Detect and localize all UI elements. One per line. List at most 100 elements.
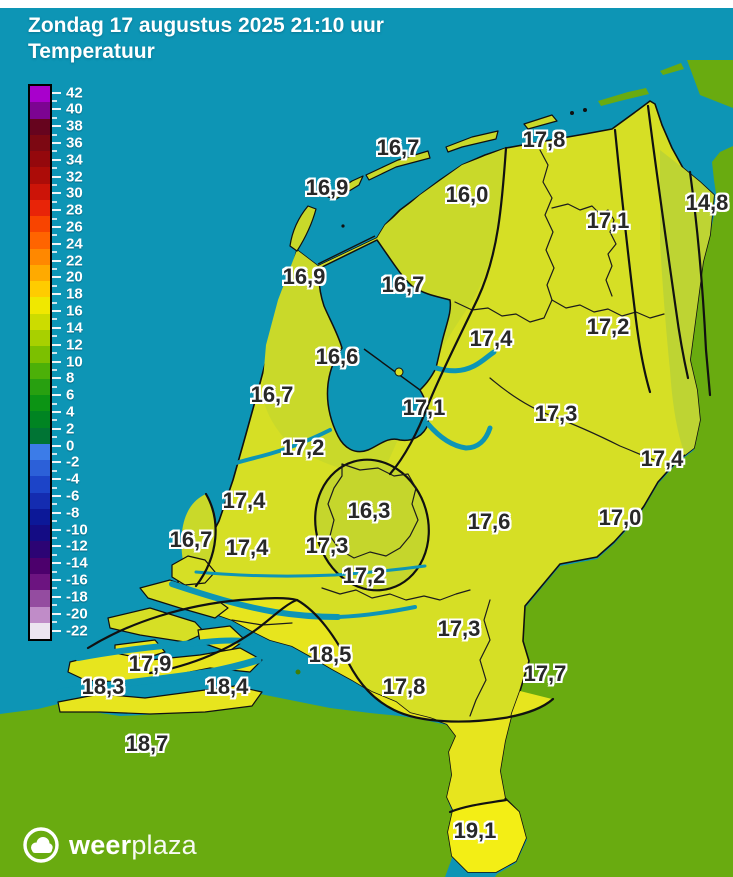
temp-label: 16,6 (315, 344, 359, 369)
temp-label: 17,8 (522, 127, 566, 152)
legend-tick (52, 284, 57, 287)
river-lek (194, 564, 427, 578)
afsluitdijk (317, 235, 376, 265)
border-overijssel-gelderland (489, 377, 661, 463)
island-vlieland (327, 175, 364, 200)
islet-pampus (394, 367, 404, 377)
temp-label: 17,3 (437, 616, 481, 641)
legend-tick (52, 226, 61, 228)
legend-tick (52, 469, 57, 472)
legend-tick (52, 276, 61, 279)
islet-dot (570, 111, 574, 115)
colorbar-block (30, 395, 50, 412)
border-friesland-south (454, 299, 553, 323)
colorbar-block (30, 573, 50, 591)
legend-tick (52, 183, 57, 186)
houtribdijk (363, 348, 421, 391)
title-datetime: Zondag 17 augustus 2025 21:10 uur (28, 14, 384, 37)
isotherm-18-south (86, 597, 555, 723)
temp-label: 17,0 (598, 505, 642, 530)
temp-label: 17,2 (281, 435, 325, 460)
temp-label: 16,3 (347, 498, 391, 523)
border-drenthe-overijssel (551, 299, 665, 319)
colorbar-block (30, 492, 50, 509)
legend-tick (52, 259, 61, 262)
cloud-icon (23, 827, 59, 863)
temp-label: 16,0 (445, 182, 489, 207)
legend-tick (52, 461, 61, 464)
colorbar-block (30, 281, 50, 298)
oosterschelde (75, 637, 255, 661)
legend-tick (52, 108, 61, 111)
legend-tick (52, 167, 57, 170)
temp-label: 17,4 (225, 535, 269, 560)
legend-value: 30 (66, 184, 83, 202)
colorbar-block (30, 427, 50, 444)
temp-label: 14,8 (685, 190, 729, 215)
zeeuws-vlaanderen (57, 685, 263, 715)
legend-value: 20 (66, 268, 83, 286)
legend-value: 8 (66, 369, 75, 387)
colorbar-block (30, 443, 50, 461)
legend-tick (52, 175, 61, 178)
legend-tick (52, 503, 57, 506)
legend-tick (52, 158, 61, 161)
legend-value: 38 (66, 117, 83, 135)
isotherm-east-3 (688, 170, 712, 397)
legend-value: -6 (66, 487, 80, 505)
colorbar-block (30, 329, 50, 347)
temp-label: 17,3 (305, 533, 349, 558)
legend-tick (52, 91, 61, 94)
legend-value: 34 (66, 151, 83, 169)
isotherm-east-1 (613, 128, 652, 394)
colorbar-block (30, 346, 50, 363)
temp-label: 17,2 (586, 314, 630, 339)
temp-label: 18,3 (81, 674, 125, 699)
islet-dot (341, 224, 345, 228)
legend-tick (52, 402, 57, 405)
legend-tick (52, 150, 57, 153)
border-friesland-groningen (539, 149, 555, 301)
temperature-colorbar (28, 84, 52, 641)
legend-value: 36 (66, 134, 83, 152)
legend-value: -4 (66, 470, 80, 488)
island-terschelling (365, 150, 431, 181)
isotherm-19-limburg (448, 798, 508, 814)
legend-value: 42 (66, 84, 83, 101)
legend-tick (52, 537, 57, 540)
weerplaza-logo: weerplaza (22, 826, 197, 864)
legend-value: 4 (66, 403, 75, 421)
island-ameland (445, 130, 499, 153)
colorbar-block (30, 183, 50, 200)
island-texel (289, 205, 317, 252)
colorbar-block (30, 134, 50, 152)
border-utrecht (327, 463, 419, 559)
island-voorne (171, 555, 216, 586)
colorbar-block (30, 118, 50, 135)
colorbar-block (30, 102, 50, 119)
legend-tick (52, 335, 57, 338)
legend-tick (52, 209, 61, 212)
band-19-limburg (448, 799, 526, 872)
legend-value: 6 (66, 386, 75, 404)
temp-label: 16,7 (376, 135, 420, 160)
colorbar-block (30, 622, 50, 640)
legend-tick (52, 410, 61, 413)
legend-tick (52, 318, 57, 321)
island-walcheren-beveland (67, 647, 263, 683)
title-parameter: Temperatuur (28, 40, 155, 63)
noordzeekanaal (234, 428, 332, 465)
german-island (660, 63, 684, 75)
colorbar-block (30, 557, 50, 574)
temp-label: 17,9 (128, 651, 172, 676)
legend-tick (52, 242, 61, 245)
isotherm-coast-pocket (194, 492, 217, 588)
map-title: Zondag 17 augustus 2025 21:10 uur Temper… (28, 13, 384, 65)
legend-tick (52, 385, 57, 388)
temp-label: 16,7 (381, 272, 425, 297)
colorbar-block (30, 606, 50, 623)
colorbar-block (30, 508, 50, 526)
legend-tick (52, 520, 57, 523)
legend-tick (52, 553, 57, 556)
